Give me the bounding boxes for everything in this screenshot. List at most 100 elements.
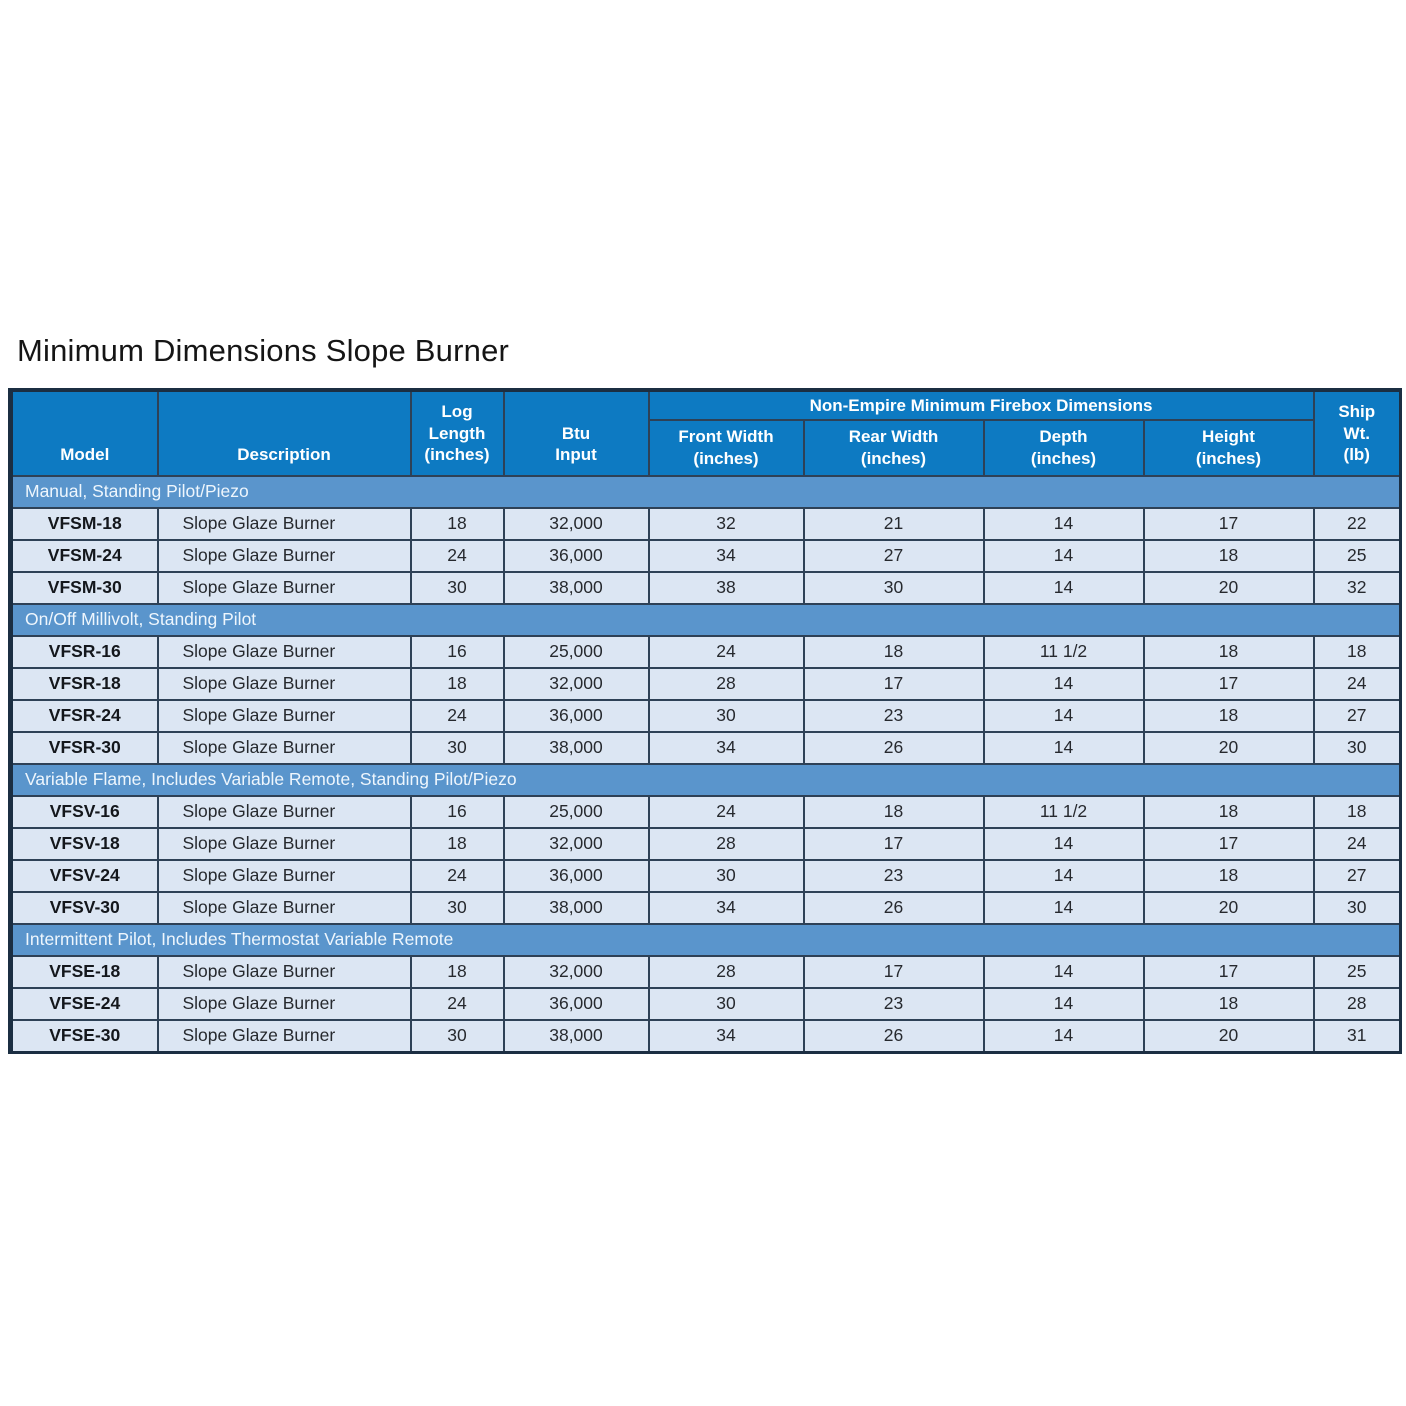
column-header-btu-input: Btu Input [502,389,650,477]
table-body: Manual, Standing Pilot/Piezo VFSM-18 Slope… [9,475,1402,1054]
header-row-sub: Front Width (inches) Rear Width (inches)… [11,419,1401,477]
cell-depth: 14 [982,827,1145,861]
section-row: Intermittent Pilot, Includes Thermostat … [9,923,1402,957]
table-row: VFSE-24 Slope Glaze Burner 24 36,000 30 23 14 1… [9,987,1402,1021]
cell-model: VFSE-24 [9,987,159,1021]
cell-front-width: 34 [647,1019,805,1054]
cell-depth: 14 [982,891,1145,925]
group-header-firebox-dimensions: Non-Empire Minimum Firebox Dimensions [647,389,1315,421]
cell-description: Slope Glaze Burner [156,859,412,893]
cell-front-width: 38 [647,571,805,605]
cell-rear-width: 18 [802,795,985,829]
cell-height: 17 [1142,955,1315,989]
cell-btu-input: 25,000 [502,795,650,829]
cell-depth: 14 [982,571,1145,605]
cell-log-length: 30 [409,891,505,925]
table-row: VFSV-30 Slope Glaze Burner 30 38,000 34 26 14 2… [9,891,1402,925]
cell-btu-input: 32,000 [502,507,650,541]
cell-height: 20 [1142,1019,1315,1054]
section-header: Intermittent Pilot, Includes Thermostat … [9,923,1402,957]
cell-depth: 11 1/2 [982,635,1145,669]
table-row: VFSV-24 Slope Glaze Burner 24 36,000 30 23 14 1… [9,859,1402,893]
cell-rear-width: 26 [802,891,985,925]
cell-rear-width: 30 [802,571,985,605]
cell-rear-width: 23 [802,987,985,1021]
cell-rear-width: 26 [802,731,985,765]
cell-rear-width: 26 [802,1019,985,1054]
cell-height: 17 [1142,827,1315,861]
table-row: VFSM-18 Slope Glaze Burner 18 32,000 32 21 14 1… [9,507,1402,541]
cell-front-width: 34 [647,539,805,573]
cell-model: VFSM-18 [9,507,159,541]
section-header: Manual, Standing Pilot/Piezo [9,475,1402,509]
cell-model: VFSV-16 [9,795,159,829]
cell-description: Slope Glaze Burner [156,827,412,861]
cell-btu-input: 38,000 [502,891,650,925]
section-row: Variable Flame, Includes Variable Remote… [9,763,1402,797]
cell-btu-input: 36,000 [502,699,650,733]
cell-rear-width: 27 [802,539,985,573]
cell-depth: 14 [982,1019,1145,1054]
cell-log-length: 16 [409,795,505,829]
cell-height: 18 [1142,699,1315,733]
cell-rear-width: 18 [802,635,985,669]
table-row: VFSM-30 Slope Glaze Burner 30 38,000 38 30 14 2… [9,571,1402,605]
column-header-description: Description [156,389,412,477]
cell-depth: 14 [982,507,1145,541]
cell-height: 18 [1142,987,1315,1021]
cell-model: VFSR-30 [9,731,159,765]
cell-model: VFSV-30 [9,891,159,925]
cell-depth: 14 [982,987,1145,1021]
cell-height: 17 [1142,667,1315,701]
minimum-dimensions-table: Model Description Log Length (inches) Bt… [8,388,1402,1054]
cell-rear-width: 17 [802,955,985,989]
cell-front-width: 34 [647,731,805,765]
cell-model: VFSE-30 [9,1019,159,1054]
cell-ship-wt: 22 [1312,507,1402,541]
cell-front-width: 30 [647,859,805,893]
cell-log-length: 24 [409,987,505,1021]
cell-ship-wt: 25 [1312,955,1402,989]
cell-height: 18 [1142,635,1315,669]
cell-description: Slope Glaze Burner [156,955,412,989]
cell-ship-wt: 25 [1312,539,1402,573]
spec-table-container: Model Description Log Length (inches) Bt… [8,388,1402,1054]
cell-depth: 14 [982,859,1145,893]
cell-log-length: 24 [409,859,505,893]
table-row: VFSR-16 Slope Glaze Burner 16 25,000 24 18 11 … [9,635,1402,669]
column-header-rear-width: Rear Width (inches) [802,419,985,477]
table-row: VFSV-18 Slope Glaze Burner 18 32,000 28 17 14 1… [9,827,1402,861]
table-row: VFSE-18 Slope Glaze Burner 18 32,000 28 17 14 1… [9,955,1402,989]
cell-log-length: 24 [409,699,505,733]
cell-ship-wt: 18 [1312,795,1402,829]
cell-log-length: 24 [409,539,505,573]
cell-front-width: 32 [647,507,805,541]
cell-rear-width: 21 [802,507,985,541]
cell-description: Slope Glaze Burner [156,1019,412,1054]
cell-depth: 14 [982,731,1145,765]
cell-rear-width: 17 [802,667,985,701]
cell-description: Slope Glaze Burner [156,667,412,701]
cell-description: Slope Glaze Burner [156,571,412,605]
cell-description: Slope Glaze Burner [156,539,412,573]
cell-log-length: 30 [409,571,505,605]
cell-description: Slope Glaze Burner [156,635,412,669]
cell-ship-wt: 18 [1312,635,1402,669]
cell-log-length: 18 [409,667,505,701]
cell-depth: 14 [982,667,1145,701]
cell-log-length: 18 [409,955,505,989]
cell-front-width: 28 [647,827,805,861]
header-row-top: Model Description Log Length (inches) Bt… [9,389,1402,477]
column-header-ship-wt: Ship Wt. (lb) [1312,389,1402,477]
table-header: Model Description Log Length (inches) Bt… [9,389,1402,477]
cell-btu-input: 36,000 [502,539,650,573]
cell-height: 20 [1142,571,1315,605]
table-row: VFSM-24 Slope Glaze Burner 24 36,000 34 27 14 1… [9,539,1402,573]
cell-btu-input: 36,000 [502,987,650,1021]
cell-model: VFSM-30 [9,571,159,605]
cell-description: Slope Glaze Burner [156,699,412,733]
cell-ship-wt: 31 [1312,1019,1402,1054]
cell-log-length: 30 [409,731,505,765]
cell-ship-wt: 30 [1312,891,1402,925]
cell-model: VFSM-24 [9,539,159,573]
